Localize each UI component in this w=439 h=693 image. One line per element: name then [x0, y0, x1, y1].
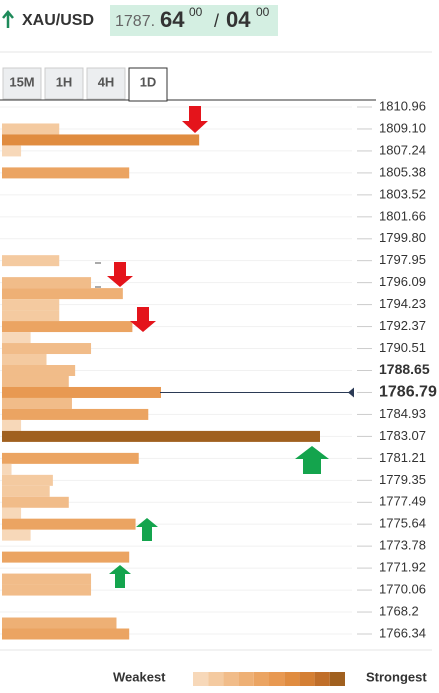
bar: [2, 628, 130, 640]
y-tick-label: 1796.09: [379, 274, 426, 289]
bar: [2, 551, 130, 563]
legend-swatch: [269, 672, 285, 686]
y-tick-label: 1810.96: [379, 98, 426, 113]
y-tick-label: 1790.51: [379, 340, 426, 355]
y-tick-label: 1784.93: [379, 406, 426, 421]
y-tick-label: 1805.38: [379, 164, 426, 179]
bar: [2, 299, 60, 311]
bar: [2, 474, 53, 486]
up-icon: [2, 10, 14, 28]
tab[interactable]: [86, 67, 126, 100]
tab-label[interactable]: 15M: [9, 74, 34, 89]
bar: [2, 397, 72, 409]
plot: 1810.96 1809.10 1807.24 1805.38 1803.52 1801.…: [0, 98, 437, 640]
tab-label[interactable]: 1D: [140, 74, 157, 89]
legend-swatch: [299, 672, 315, 686]
y-tick-label: 1792.37: [379, 318, 426, 333]
tab-label[interactable]: 1H: [56, 74, 73, 89]
bar: [2, 365, 76, 376]
bar: [2, 485, 50, 497]
legend-swatch: [223, 672, 239, 686]
bar: [2, 529, 31, 541]
bar: [2, 584, 92, 596]
bar: [2, 452, 139, 464]
y-tick-label: 1788.65: [379, 361, 430, 377]
support-arrow: [295, 446, 329, 474]
tab[interactable]: [128, 67, 168, 102]
legend-scale: [193, 672, 345, 686]
bar: [2, 343, 92, 355]
bar: [2, 332, 31, 344]
support-arrow: [136, 518, 158, 541]
legend-swatch: [329, 672, 345, 686]
legend-swatch: [253, 672, 269, 686]
y-tick-label: 1771.92: [379, 560, 426, 575]
resistance-arrow: [107, 262, 133, 287]
bar: [2, 573, 92, 585]
bar: [2, 496, 69, 508]
y-tick-label: 1807.24: [379, 142, 426, 157]
tab[interactable]: [44, 67, 84, 100]
ask-big: 04: [226, 7, 251, 32]
price-main: 1787.: [115, 13, 155, 30]
y-tick-label: 1781.21: [379, 450, 426, 465]
legend-high: Strongest: [366, 669, 427, 684]
tab-label[interactable]: 4H: [98, 74, 115, 89]
resistance-arrow: [182, 106, 208, 133]
y-tick-label: 1799.80: [379, 230, 426, 245]
price-box: [110, 5, 278, 36]
bar: [2, 386, 161, 398]
bar: [2, 310, 60, 322]
resistance-arrow: [130, 307, 156, 332]
bar: [2, 167, 130, 179]
legend-swatch: [238, 672, 254, 686]
y-tick-label: 1797.95: [379, 252, 426, 267]
separator: /: [214, 11, 219, 31]
y-tick-label: 1766.34: [379, 625, 426, 640]
bar: [2, 408, 149, 420]
bar: [2, 255, 60, 267]
y-tick-label: 1794.23: [379, 296, 426, 311]
legend-swatch: [314, 672, 330, 686]
price-big: 64: [160, 7, 185, 32]
y-tick-label: 1786.79: [379, 384, 437, 401]
bar: [2, 277, 92, 289]
bar: [2, 145, 22, 157]
y-tick-label: 1783.07: [379, 428, 426, 443]
bar: [2, 419, 22, 431]
y-tick-label: 1775.64: [379, 516, 426, 531]
bar: [2, 123, 60, 135]
bar: [2, 430, 320, 442]
bar: [2, 507, 22, 519]
y-tick-label: 1803.52: [379, 186, 426, 201]
bar: [2, 321, 133, 333]
support-arrow: [109, 565, 131, 588]
bar: [2, 518, 136, 530]
bar: [2, 354, 47, 366]
y-tick-label: 1777.49: [379, 494, 426, 509]
bar: [2, 375, 69, 387]
tabs: 15M 1H 4H 1D: [2, 67, 168, 102]
current-price-marker: [348, 387, 354, 398]
y-tick-label: 1779.35: [379, 472, 426, 487]
y-tick-label: 1768.2: [379, 603, 419, 618]
legend-swatch: [208, 672, 224, 686]
bar: [2, 134, 200, 146]
legend-swatch: [284, 672, 300, 686]
legend-low: Weakest: [113, 669, 166, 684]
price-small: 00: [189, 5, 203, 19]
y-tick-label: 1770.06: [379, 582, 426, 597]
symbol: XAU/USD: [22, 12, 94, 29]
bar: [2, 463, 12, 475]
legend-swatch: [193, 672, 209, 686]
bar: [2, 617, 117, 629]
bar: [2, 288, 123, 300]
tab[interactable]: [2, 67, 42, 100]
ask-small: 00: [256, 5, 270, 19]
y-tick-label: 1809.10: [379, 120, 426, 135]
y-tick-label: 1801.66: [379, 208, 426, 223]
y-tick-label: 1773.78: [379, 538, 426, 553]
